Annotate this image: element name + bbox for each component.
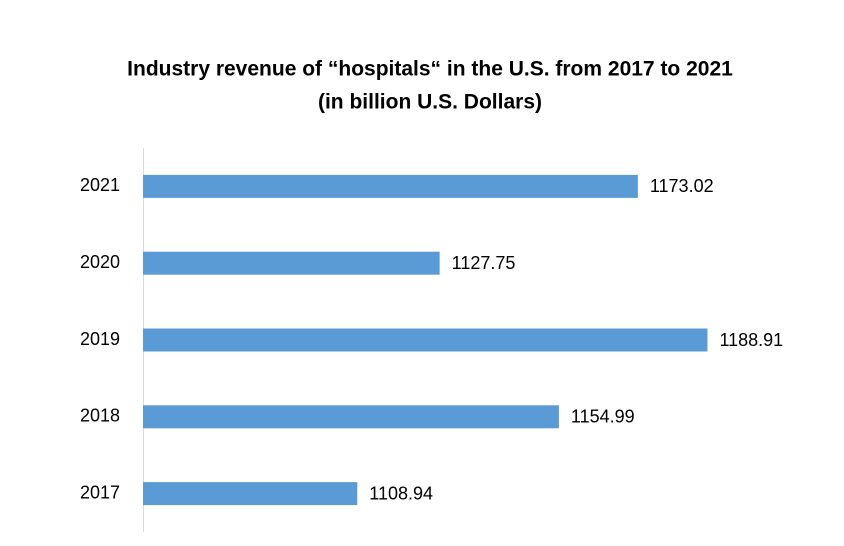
y-tick-label: 2018 bbox=[80, 406, 120, 426]
bar bbox=[143, 328, 708, 352]
bar bbox=[143, 405, 559, 429]
chart-title: (in billion U.S. Dollars) bbox=[318, 91, 542, 114]
y-tick-label: 2021 bbox=[80, 175, 120, 195]
chart-title: Industry revenue of “hospitals“ in the U… bbox=[127, 58, 733, 81]
bar bbox=[143, 174, 638, 198]
value-label: 1188.91 bbox=[719, 330, 783, 350]
value-label: 1154.99 bbox=[571, 407, 635, 427]
value-label: 1173.02 bbox=[650, 176, 714, 196]
y-tick-label: 2019 bbox=[80, 329, 120, 349]
value-label: 1127.75 bbox=[452, 253, 516, 273]
value-label: 1108.94 bbox=[369, 483, 433, 503]
bar bbox=[143, 482, 358, 506]
y-tick-label: 2020 bbox=[80, 252, 120, 272]
y-tick-label: 2017 bbox=[80, 482, 120, 502]
bar bbox=[143, 251, 440, 275]
